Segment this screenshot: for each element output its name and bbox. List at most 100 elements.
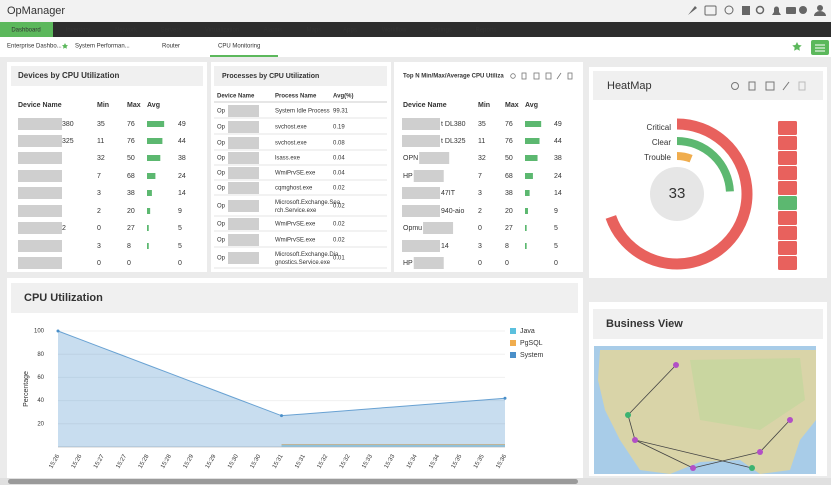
min-value: 0	[478, 225, 482, 232]
nav-tab[interactable]: Servers	[161, 28, 182, 34]
subtab[interactable]: CPU Monitoring	[218, 44, 260, 50]
widget-title: HeatMap	[607, 80, 652, 92]
avg-bar	[525, 208, 528, 214]
delete-icon[interactable]	[798, 81, 806, 91]
export-icon[interactable]	[748, 81, 756, 91]
expand-icon[interactable]	[782, 81, 790, 91]
total-count: 33	[669, 185, 686, 202]
map-node[interactable]	[632, 437, 638, 443]
search-icon[interactable]	[755, 5, 765, 15]
menu-icon	[815, 44, 825, 52]
refresh-icon[interactable]	[731, 82, 739, 90]
settings-icon[interactable]	[799, 6, 807, 14]
max-value: 68	[127, 173, 135, 180]
widget-title: Devices by CPU Utilization	[18, 71, 119, 80]
nav-tab[interactable]: Alarms	[264, 28, 283, 34]
avg-value: 5	[178, 225, 182, 232]
copy-icon[interactable]	[545, 72, 552, 80]
nav-tab[interactable]: Settings	[430, 28, 452, 34]
map-node[interactable]	[690, 465, 696, 471]
avg-value: 14	[554, 190, 562, 197]
avg-value: 24	[178, 173, 186, 180]
map-node[interactable]	[749, 465, 755, 471]
refresh-icon[interactable]	[510, 73, 516, 79]
device-name: OPN	[403, 155, 418, 162]
phone-icon[interactable]	[742, 6, 750, 15]
redacted	[18, 187, 62, 199]
edit-icon[interactable]	[533, 72, 540, 80]
edit-icon[interactable]	[765, 81, 775, 91]
device-name: t DL325	[441, 138, 466, 145]
heat-cell	[778, 121, 797, 135]
max-value: 20	[127, 208, 135, 215]
map-node[interactable]	[625, 412, 631, 418]
subtab-underline	[210, 55, 278, 57]
nav-tab[interactable]: Maps	[307, 28, 322, 34]
nav-tab[interactable]: Network	[115, 28, 138, 34]
max-value: 50	[505, 155, 513, 162]
heat-cell	[778, 136, 797, 150]
scrollbar-thumb[interactable]	[8, 479, 578, 484]
column-header: Device Name	[403, 102, 447, 109]
rocket-icon[interactable]	[688, 6, 697, 15]
nav-tab[interactable]: Dashboard	[11, 28, 40, 34]
max-value: 76	[127, 121, 135, 128]
redacted	[402, 118, 440, 130]
subtab[interactable]: System Performan...	[75, 44, 130, 50]
subtab[interactable]: Router	[162, 44, 180, 50]
process-name: System Idle Process	[275, 109, 330, 115]
map-node[interactable]	[757, 449, 763, 455]
process-name: WmiPrvSE.exe	[275, 171, 316, 177]
series-point	[280, 414, 283, 418]
plug-icon[interactable]	[724, 5, 734, 15]
max-value: 8	[127, 243, 131, 250]
min-value: 2	[97, 208, 101, 215]
status-label: Critical	[647, 123, 672, 132]
devices-header	[11, 66, 203, 86]
nav-tab[interactable]: Inventory	[66, 28, 91, 34]
pin-icon	[62, 43, 68, 49]
avg-bar	[147, 155, 161, 161]
screen-icon[interactable]	[704, 5, 717, 16]
bell-icon[interactable]	[772, 6, 781, 16]
nav-tab[interactable]: Apps	[343, 28, 357, 34]
nav-tab[interactable]: Reports	[475, 28, 496, 34]
column-header: Min	[478, 102, 490, 109]
y-tick-label: 80	[37, 352, 44, 358]
map-node[interactable]	[673, 362, 679, 368]
nav-tab[interactable]: Workflow	[382, 28, 407, 34]
column-header: Device Name	[217, 94, 255, 100]
avg-value: 0	[554, 260, 558, 267]
redacted	[228, 234, 259, 246]
user-icon[interactable]	[817, 5, 823, 11]
redacted	[228, 182, 259, 194]
subtab-bar	[0, 37, 831, 57]
nav-bar	[0, 22, 831, 37]
heatmap-header	[593, 71, 823, 100]
map-land	[690, 358, 805, 430]
column-header: Avg(%)	[333, 94, 353, 100]
nav-tab[interactable]: Virtualization	[205, 28, 239, 34]
subtab[interactable]: Enterprise Dashbo...	[7, 44, 62, 50]
max-value: 0	[127, 260, 131, 267]
avg-value: 24	[554, 173, 562, 180]
min-value: 3	[478, 243, 482, 250]
status-ring	[676, 137, 734, 192]
avg-bar	[525, 190, 530, 196]
process-name: WmiPrvSE.exe	[275, 222, 316, 228]
expand-icon[interactable]	[556, 72, 562, 80]
map-node[interactable]	[787, 417, 793, 423]
video-icon[interactable]	[786, 7, 796, 14]
export-icon[interactable]	[521, 72, 527, 80]
avg-value: 0.08	[333, 141, 345, 147]
device-name: 940-aio	[441, 208, 464, 215]
status-label: Trouble	[644, 153, 671, 162]
avg-bar	[525, 173, 533, 179]
delete-icon[interactable]	[567, 72, 573, 80]
top-icons	[688, 5, 826, 16]
heat-cell	[778, 226, 797, 240]
avg-value: 0.04	[333, 156, 345, 162]
device-name: t DL380	[441, 121, 466, 128]
favorite-icon[interactable]	[792, 42, 802, 51]
min-value: 32	[97, 155, 105, 162]
